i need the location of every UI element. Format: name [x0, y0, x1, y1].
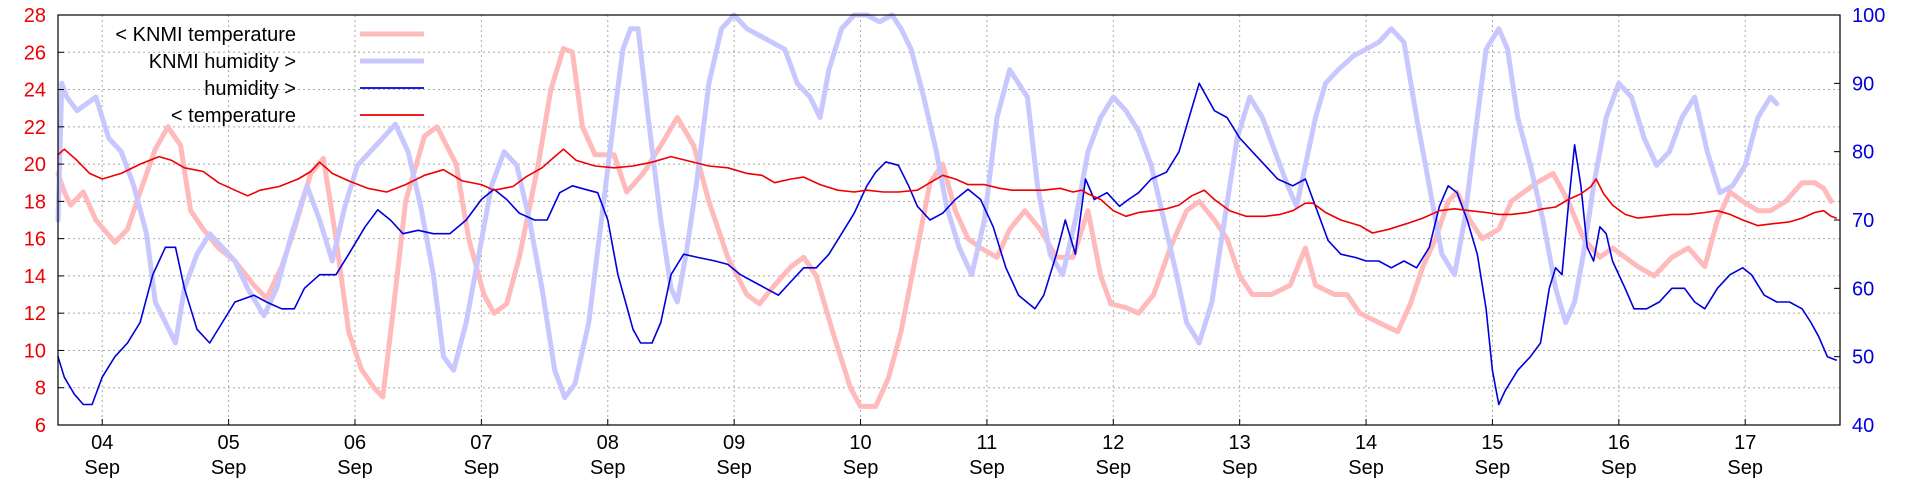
- x-tick-month-label: Sep: [969, 457, 1005, 479]
- x-axis-dates: 04 Sep 05 Sep 06 Sep 07 Sep 08 Sep 09 Sep 10 Sep 11 Sep…: [84, 419, 1763, 479]
- x-tick-day-label: 07: [470, 432, 492, 454]
- x-tick-month-label: Sep: [464, 457, 500, 479]
- left-tick-label: 22: [24, 117, 46, 139]
- x-tick-day-label: 06: [344, 432, 366, 454]
- left-tick-label: 6: [35, 415, 46, 437]
- x-tick-month-label: Sep: [1475, 457, 1511, 479]
- left-tick-label: 8: [35, 378, 46, 400]
- x-tick-month-label: Sep: [1727, 457, 1763, 479]
- x-tick-day-label: 05: [217, 432, 239, 454]
- left-y-axis-temperature: 6 8 10 12 14 16 18 20 22 24 26 28: [24, 5, 64, 437]
- right-tick-label: 50: [1852, 347, 1874, 369]
- right-y-axis-humidity: 40 50 60 70 80 90 100: [1834, 5, 1885, 437]
- x-tick-day-label: 10: [849, 432, 871, 454]
- left-tick-label: 24: [24, 80, 46, 102]
- left-tick-label: 14: [24, 266, 46, 288]
- right-tick-label: 80: [1852, 142, 1874, 164]
- legend-label: humidity >: [204, 78, 296, 100]
- x-tick-day-label: 16: [1608, 432, 1630, 454]
- x-tick-month-label: Sep: [590, 457, 626, 479]
- x-tick-month-label: Sep: [843, 457, 879, 479]
- legend-label: < temperature: [171, 105, 296, 127]
- x-tick-month-label: Sep: [1601, 457, 1637, 479]
- right-tick-label: 60: [1852, 278, 1874, 300]
- series-lines: [55, 12, 1837, 409]
- right-tick-label: 40: [1852, 415, 1874, 437]
- x-tick-day-label: 15: [1481, 432, 1503, 454]
- x-tick-month-label: Sep: [1222, 457, 1258, 479]
- x-tick-day-label: 08: [597, 432, 619, 454]
- x-tick-month-label: Sep: [211, 457, 247, 479]
- x-tick-month-label: Sep: [84, 457, 120, 479]
- x-tick-day-label: 09: [723, 432, 745, 454]
- x-tick-month-label: Sep: [716, 457, 752, 479]
- right-tick-label: 100: [1852, 5, 1885, 27]
- left-tick-label: 26: [24, 42, 46, 64]
- legend: < KNMI temperature KNMI humidity > humidit…: [115, 24, 424, 127]
- x-tick-day-label: 14: [1355, 432, 1377, 454]
- x-tick-day-label: 12: [1102, 432, 1124, 454]
- left-tick-label: 12: [24, 303, 46, 325]
- x-tick-day-label: 11: [977, 432, 998, 454]
- legend-label: KNMI humidity >: [149, 51, 296, 73]
- left-tick-label: 28: [24, 5, 46, 27]
- x-tick-month-label: Sep: [337, 457, 373, 479]
- x-tick-day-label: 17: [1734, 432, 1756, 454]
- legend-label: < KNMI temperature: [115, 24, 296, 46]
- left-tick-label: 16: [24, 229, 46, 251]
- right-tick-label: 70: [1852, 210, 1874, 232]
- right-tick-label: 90: [1852, 73, 1874, 95]
- series-line-humidity: [57, 82, 1837, 406]
- left-tick-label: 10: [24, 340, 46, 362]
- left-tick-label: 18: [24, 191, 46, 213]
- series-line-knmi-humidity: [55, 12, 1780, 401]
- x-tick-month-label: Sep: [1096, 457, 1132, 479]
- x-tick-month-label: Sep: [1348, 457, 1384, 479]
- series-line-temperature: [57, 148, 1837, 234]
- left-tick-label: 20: [24, 154, 46, 176]
- x-tick-day-label: 04: [91, 432, 113, 454]
- x-tick-day-label: 13: [1229, 432, 1251, 454]
